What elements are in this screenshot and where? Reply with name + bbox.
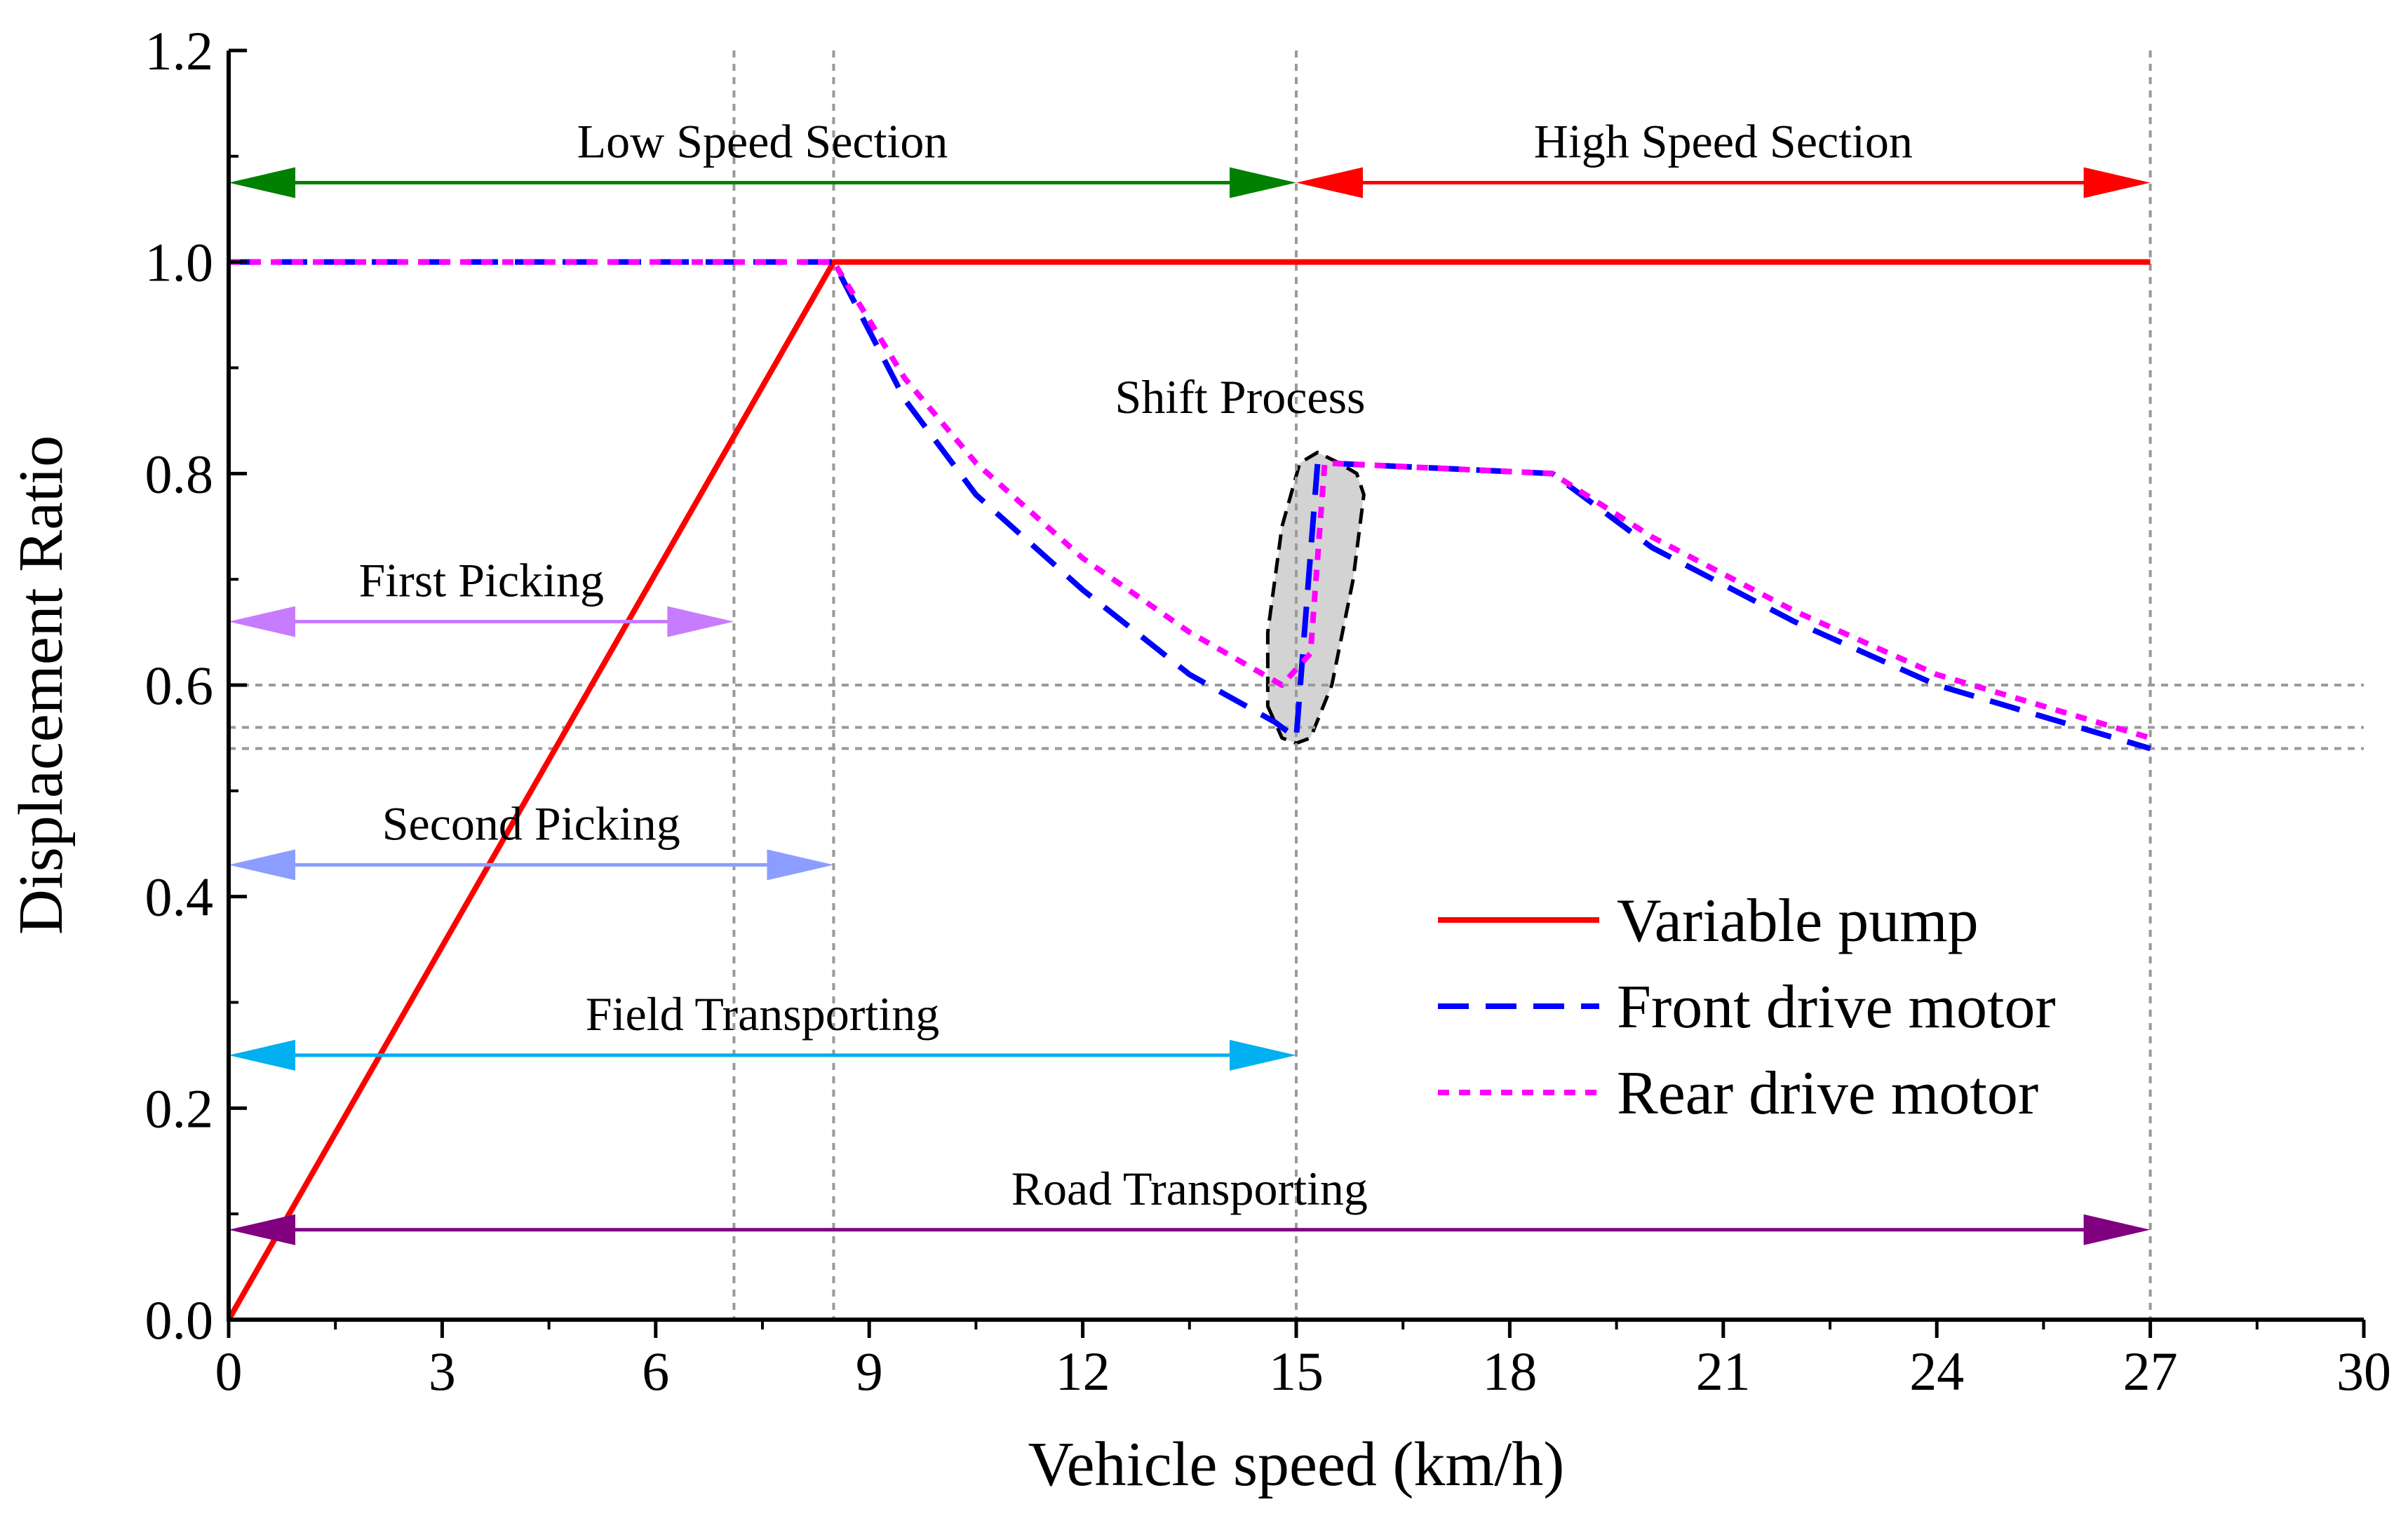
shift-process-label: Shift Process — [1115, 370, 1366, 424]
x-tick-label: 24 — [1909, 1341, 1964, 1402]
range-arrows-group: Low Speed Section High Speed Section First… — [229, 115, 2151, 1245]
range-label: First Picking — [358, 554, 604, 607]
legend-label-front-drive-motor: Front drive motor — [1617, 973, 2056, 1041]
range-arrowhead-left — [229, 1039, 295, 1071]
range-arrowhead-right — [767, 849, 834, 881]
y-tick-label: 1.2 — [145, 20, 214, 81]
x-tick-label: 15 — [1269, 1341, 1324, 1402]
x-tick-label: 18 — [1482, 1341, 1537, 1402]
x-tick-label: 0 — [215, 1341, 243, 1402]
range-arrowhead-right — [1230, 1039, 1296, 1071]
range-field-transporting: Field Transporting — [229, 987, 1296, 1071]
range-arrowhead-left — [229, 849, 295, 881]
y-tick-label: 0.0 — [145, 1290, 214, 1351]
ticks-group: 0 3 6 9 12 15 18 21 24 27 30 0.0 0.2 0.4 0.6 0.8 1.0 1.2 — [145, 20, 2392, 1402]
x-tick-label: 27 — [2123, 1341, 2178, 1402]
range-label: Low Speed Section — [577, 115, 948, 168]
series-line-rear-drive-motor — [229, 259, 2151, 741]
range-first-picking: First Picking — [229, 554, 734, 637]
x-axis-title: Vehicle speed (km/h) — [1028, 1430, 1565, 1499]
y-tick-label: 0.2 — [145, 1078, 214, 1139]
y-tick-label: 0.8 — [145, 443, 214, 504]
y-tick-label: 0.6 — [145, 655, 214, 716]
range-arrowhead-left — [229, 167, 295, 198]
range-label: Field Transporting — [586, 987, 939, 1041]
legend-label-rear-drive-motor: Rear drive motor — [1617, 1060, 2038, 1128]
range-high-speed-section: High Speed Section — [1296, 115, 2151, 198]
series-group — [229, 259, 2151, 1320]
series-line-front-drive-motor — [229, 259, 2151, 752]
legend: Variable pump Front drive motor Rear dri… — [1438, 887, 2056, 1128]
y-tick-label: 0.4 — [145, 867, 214, 928]
series-line-variable-pump — [229, 259, 2151, 1320]
x-tick-label: 3 — [429, 1341, 456, 1402]
range-arrowhead-right — [2083, 167, 2151, 198]
x-tick-label: 9 — [856, 1341, 883, 1402]
y-tick-label: 1.0 — [145, 232, 214, 293]
x-tick-label: 6 — [642, 1341, 669, 1402]
range-arrowhead-right — [667, 606, 734, 637]
legend-label-variable-pump: Variable pump — [1617, 887, 1979, 955]
x-tick-label: 30 — [2336, 1341, 2391, 1402]
range-arrowhead-left — [229, 1214, 295, 1245]
range-label: High Speed Section — [1534, 115, 1913, 168]
range-arrowhead-right — [2083, 1214, 2151, 1245]
y-axis-title: Displacement Ratio — [6, 435, 76, 935]
range-second-picking: Second Picking — [229, 797, 834, 881]
range-low-speed-section: Low Speed Section — [229, 115, 1296, 198]
range-arrowhead-left — [1296, 167, 1363, 198]
reference-lines-group — [229, 50, 2364, 1320]
x-tick-label: 21 — [1696, 1341, 1751, 1402]
x-tick-label: 12 — [1056, 1341, 1110, 1402]
range-label: Second Picking — [382, 797, 680, 850]
range-arrowhead-right — [1230, 167, 1296, 198]
range-arrowhead-left — [229, 606, 295, 637]
range-label: Road Transporting — [1011, 1162, 1368, 1215]
range-road-transporting: Road Transporting — [229, 1162, 2151, 1245]
